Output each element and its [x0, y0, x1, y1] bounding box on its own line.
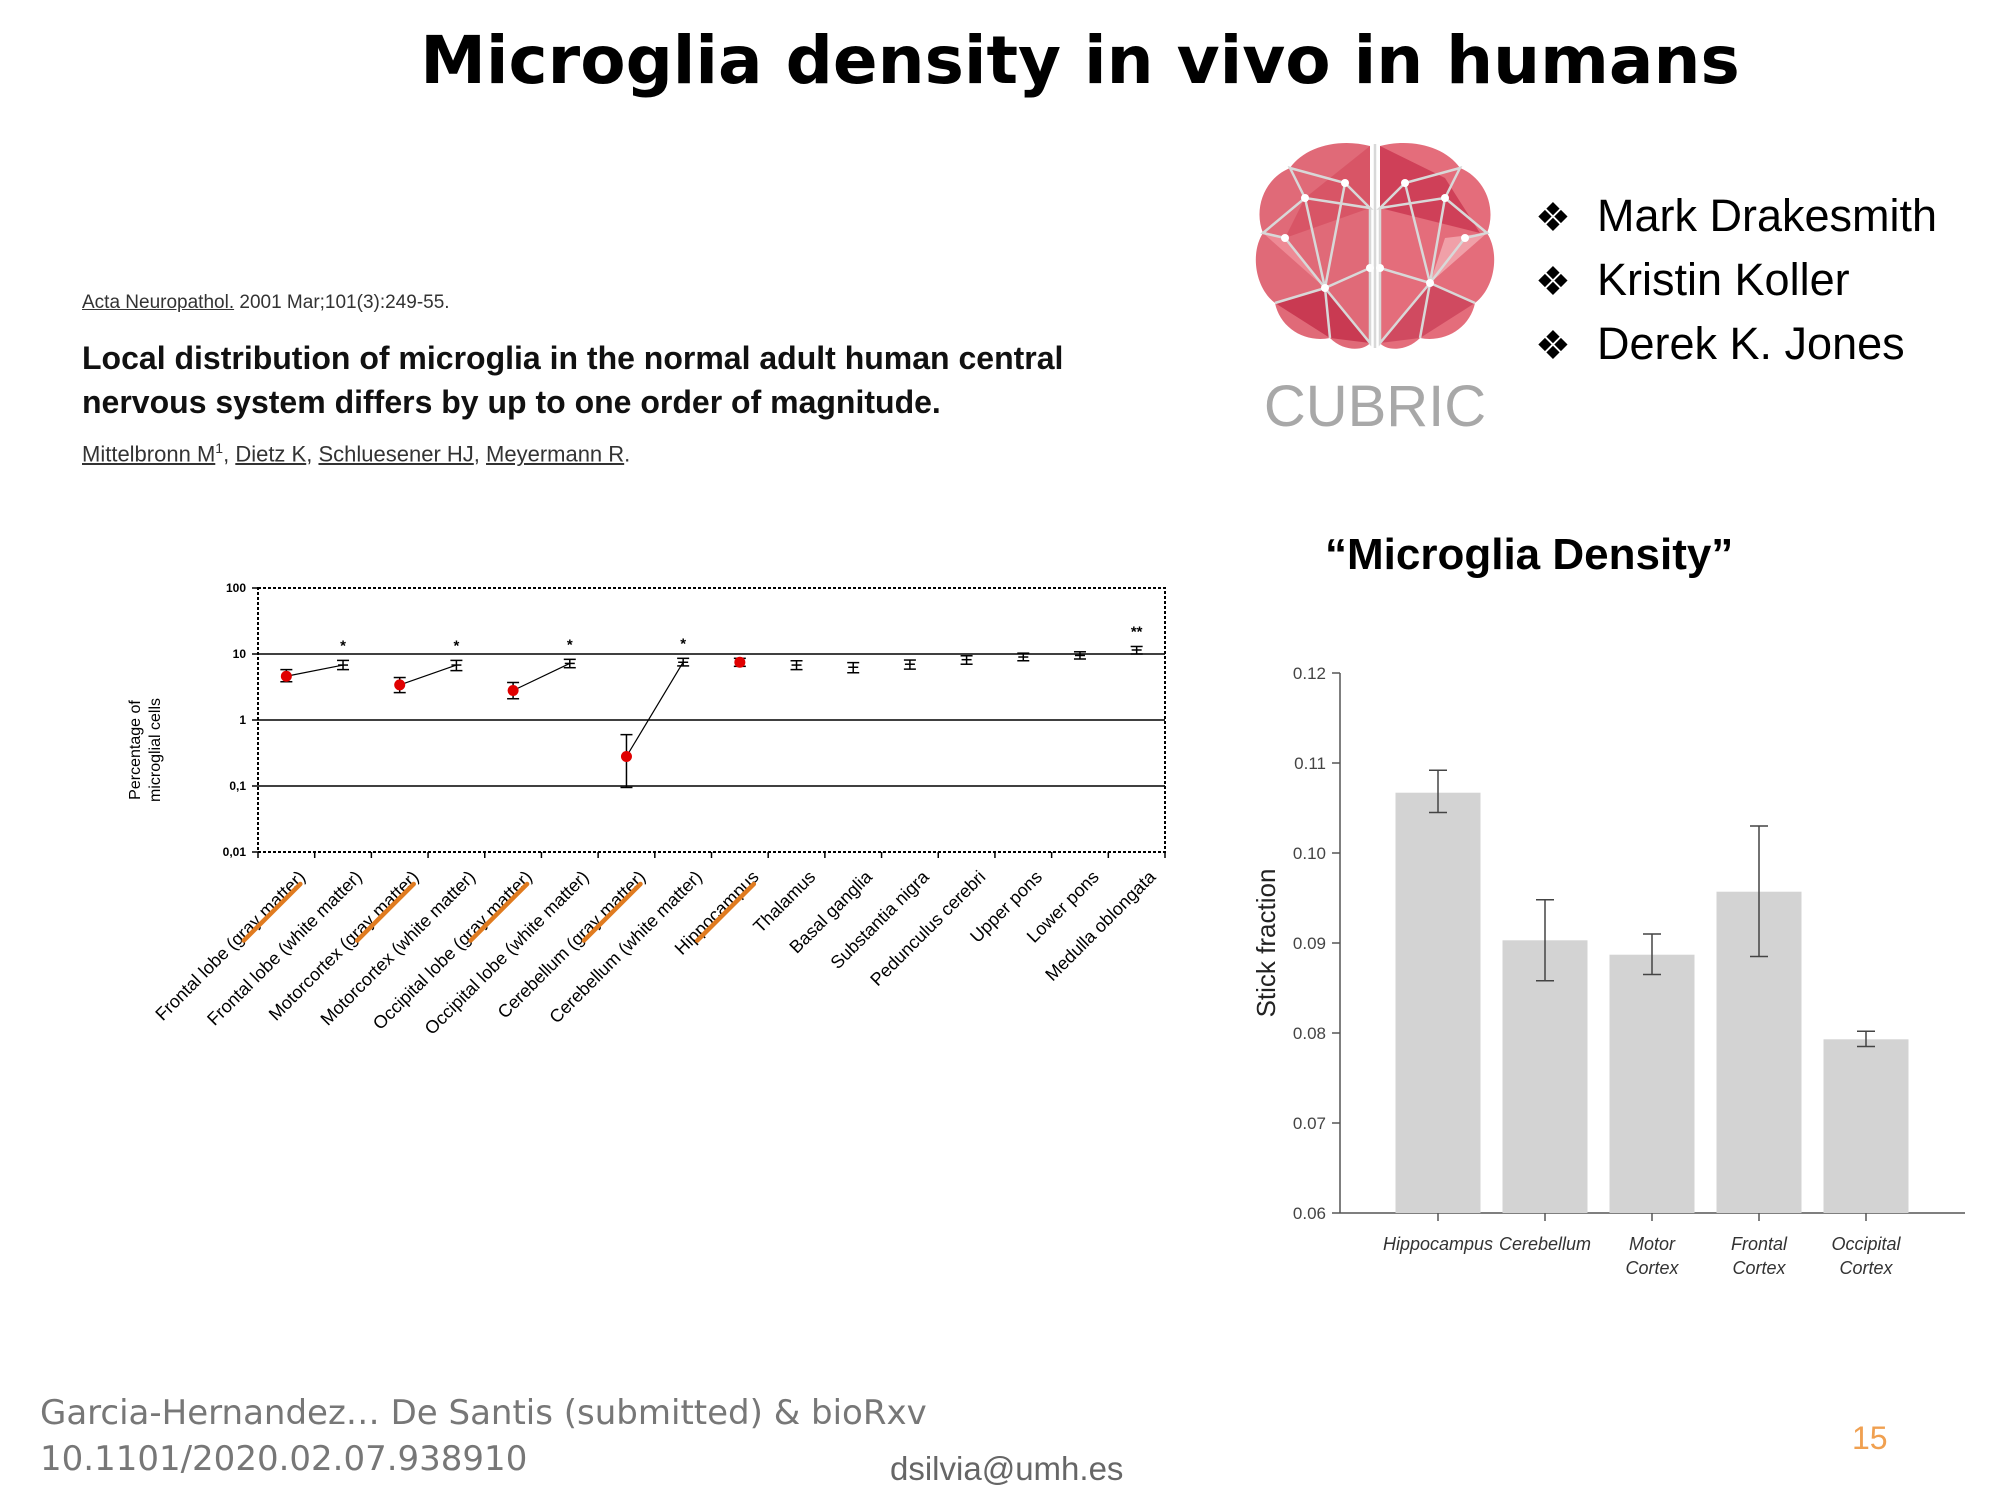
page-number: 15 [1852, 1420, 1888, 1456]
pair-connector [399, 664, 457, 686]
author-separator: . [624, 441, 631, 467]
bar [1609, 954, 1695, 1213]
bar [1823, 1039, 1909, 1213]
y-tick-label: 10 [233, 647, 247, 661]
label-underline-highlight [354, 881, 416, 943]
author-link[interactable]: Meyermann R [486, 441, 625, 467]
y-axis-label: Stick fraction [1251, 869, 1281, 1018]
significance-marker: ** [1131, 623, 1143, 640]
bar [1395, 792, 1481, 1213]
significance-marker: * [567, 636, 573, 653]
author-link[interactable]: Schluesener HJ [318, 441, 474, 467]
data-point-highlighted [734, 656, 746, 668]
author-list-item: ❖ Mark Drakesmith [1535, 185, 1937, 249]
x-tick-label-line: Cortex [1625, 1258, 1679, 1278]
x-tick-label: Motor Cortex [1625, 1234, 1679, 1278]
stick-fraction-chart: 0.06 0.07 0.08 0.09 0.10 0.11 0.12 Stick fracti… [1251, 664, 1965, 1278]
label-underline-highlight [468, 881, 530, 943]
diamond-bullet-icon: ❖ [1535, 260, 1571, 304]
x-tick-label-line: Cortex [1732, 1258, 1786, 1278]
data-point-highlighted [507, 684, 519, 696]
author-affiliation: 1 [215, 440, 224, 456]
paper-title: Local distribution of microglia in the n… [82, 340, 1064, 420]
diamond-bullet-icon: ❖ [1535, 196, 1571, 240]
microglia-percentage-chart: 0,01 0,1 1 10 100 Percentage of microglial cel… [127, 581, 1166, 1039]
y-tick-label: 100 [226, 581, 246, 595]
bar [1502, 940, 1588, 1213]
x-tick-label-line: Occipital [1831, 1234, 1901, 1254]
y-axis-label-line: Percentage of [127, 700, 144, 800]
density-chart-title: “Microglia Density” [1325, 530, 1734, 579]
author-separator: , [473, 441, 487, 467]
paper-citation: Acta Neuropathol. 2001 Mar;101(3):249-55… [82, 292, 450, 314]
y-axis-label: Percentage of microglial cells [127, 698, 164, 802]
x-tick-label-line: Cortex [1839, 1258, 1893, 1278]
x-tick-label: Occipital Cortex [1831, 1234, 1901, 1278]
significance-marker: * [453, 637, 459, 654]
brain-network-icon [1255, 142, 1495, 349]
cubric-logo: CUBRIC [1255, 142, 1495, 438]
author-separator: , [306, 441, 319, 467]
x-tick-label-line: Motor [1629, 1234, 1676, 1254]
y-tick-label: 0,1 [229, 779, 246, 793]
author-list-item: ❖ Kristin Koller [1535, 249, 1937, 313]
pair-connector [512, 662, 571, 692]
author-name: Kristin Koller [1597, 254, 1850, 305]
data-point-highlighted [620, 750, 632, 762]
author-name: Mark Drakesmith [1597, 190, 1938, 241]
data-point-highlighted [394, 679, 406, 691]
x-tick-label-line: Frontal [1731, 1234, 1788, 1254]
footer-reference-line: Garcia-Hernandez… De Santis (submitted) … [40, 1393, 927, 1433]
slide-title: Microglia density in vivo in humans [420, 22, 1740, 99]
x-tick-label: Substantia nigra [827, 866, 934, 973]
label-underline-highlight [695, 881, 757, 943]
author-list: ❖ Mark Drakesmith ❖ Kristin Koller ❖ Derek … [1535, 185, 1937, 377]
citation-details: 2001 Mar;101(3):249-55. [234, 292, 450, 313]
journal-link[interactable]: Acta Neuropathol. [82, 292, 235, 313]
y-tick-label: 0.10 [1293, 844, 1326, 863]
pair-connector [625, 661, 684, 757]
author-link[interactable]: Mittelbronn M [82, 441, 216, 467]
pair-connector [286, 664, 344, 677]
x-tick-label: Frontal Cortex [1731, 1234, 1788, 1278]
author-list-item: ❖ Derek K. Jones [1535, 313, 1937, 377]
footer-reference-line: 10.1101/2020.02.07.938910 [40, 1439, 528, 1479]
y-axis-label-line: microglial cells [147, 698, 164, 802]
logo-text: CUBRIC [1264, 374, 1486, 438]
x-tick-label: Cerebellum [1499, 1234, 1591, 1254]
label-underline-highlight [241, 881, 303, 943]
x-tick-label: Hippocampus [1383, 1234, 1493, 1254]
y-tick-label: 0.07 [1293, 1114, 1326, 1133]
y-tick-label: 0.11 [1294, 754, 1326, 773]
label-underline-highlight [581, 881, 643, 943]
author-link[interactable]: Dietz K [235, 441, 307, 467]
x-tick-label: Medulla oblongata [1041, 866, 1160, 985]
y-tick-label: 1 [239, 713, 246, 727]
y-tick-label: 0,01 [223, 845, 247, 859]
y-tick-label: 0.12 [1293, 664, 1326, 683]
paper-authors: Mittelbronn M1, Dietz K, Schluesener HJ,… [82, 440, 630, 467]
y-tick-label: 0.08 [1293, 1024, 1326, 1043]
author-name: Derek K. Jones [1597, 318, 1905, 369]
author-separator: , [223, 441, 236, 467]
significance-marker: * [340, 637, 346, 654]
x-tick-label-line: Cerebellum [1499, 1234, 1591, 1254]
y-tick-label: 0.06 [1293, 1204, 1326, 1223]
data-point-highlighted [280, 670, 292, 682]
y-tick-label: 0.09 [1293, 934, 1326, 953]
significance-marker: * [680, 635, 686, 652]
contact-email: dsilvia@umh.es [890, 1450, 1124, 1487]
diamond-bullet-icon: ❖ [1535, 324, 1571, 368]
footer-reference: Garcia-Hernandez… De Santis (submitted) … [40, 1390, 927, 1482]
x-tick-label-line: Hippocampus [1383, 1234, 1493, 1254]
